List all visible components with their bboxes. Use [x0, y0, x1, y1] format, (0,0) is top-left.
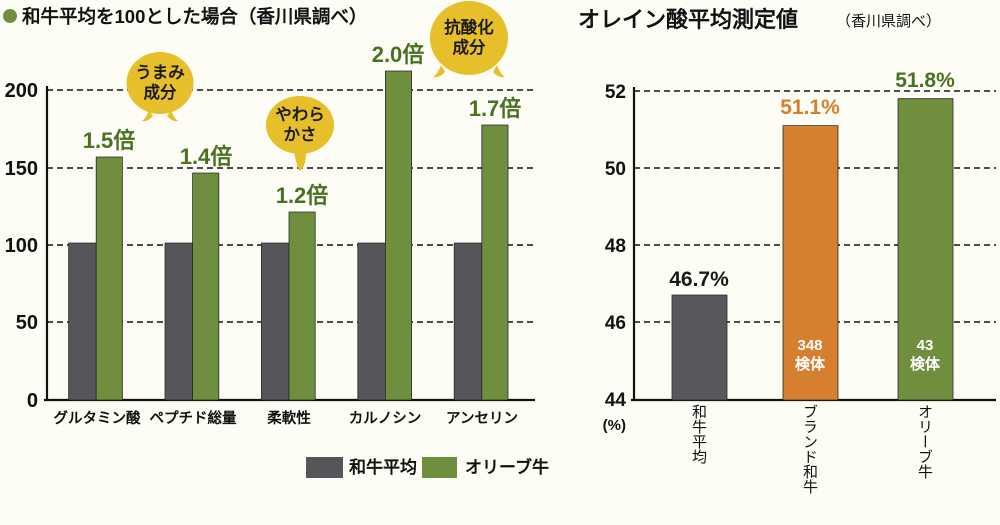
svg-text:52: 52 [605, 82, 626, 103]
svg-text:（香川県調べ）: （香川県調べ） [836, 13, 941, 30]
svg-text:抗酸化: 抗酸化 [444, 17, 494, 37]
svg-text:やわら: やわら [275, 105, 325, 124]
svg-text:(%): (%) [603, 417, 626, 434]
svg-text:2.0倍: 2.0倍 [372, 42, 425, 67]
svg-text:348: 348 [797, 337, 822, 354]
svg-text:オレイン酸平均測定値: オレイン酸平均測定値 [578, 7, 798, 32]
svg-text:オリーブ牛: オリーブ牛 [465, 457, 549, 477]
svg-text:かさ: かさ [284, 125, 317, 144]
svg-text:成分: 成分 [144, 82, 178, 102]
svg-text:アンセリン: アンセリン [446, 410, 518, 427]
svg-text:成分: 成分 [453, 37, 487, 57]
svg-text:柔軟性: 柔軟性 [267, 409, 311, 427]
svg-text:カルノシン: カルノシン [349, 410, 422, 427]
svg-text:うまみ: うまみ [135, 63, 185, 82]
svg-text:51.1%: 51.1% [780, 96, 840, 119]
svg-text:ペプチド総量: ペプチド総量 [150, 409, 237, 427]
svg-text:検体: 検体 [910, 355, 941, 373]
svg-text:100: 100 [5, 235, 38, 257]
svg-text:1.4倍: 1.4倍 [180, 144, 233, 169]
svg-text:グルタミン酸: グルタミン酸 [54, 409, 141, 427]
svg-text:検体: 検体 [795, 355, 826, 373]
svg-text:51.8%: 51.8% [895, 69, 955, 92]
svg-text:46.7%: 46.7% [669, 268, 729, 291]
svg-text:43: 43 [917, 337, 934, 354]
svg-text:1.2倍: 1.2倍 [276, 183, 329, 208]
svg-text:150: 150 [5, 158, 38, 180]
svg-text:46: 46 [605, 313, 626, 334]
svg-text:50: 50 [16, 312, 38, 334]
svg-text:44: 44 [605, 390, 627, 411]
svg-text:48: 48 [605, 236, 626, 257]
svg-text:50: 50 [605, 159, 626, 180]
svg-text:1.5倍: 1.5倍 [83, 128, 136, 153]
svg-text:1.7倍: 1.7倍 [469, 96, 522, 121]
svg-text:200: 200 [5, 80, 38, 102]
svg-text:和牛平均: 和牛平均 [349, 457, 417, 477]
svg-text:和牛平均を100とした場合（香川県調べ）: 和牛平均を100とした場合（香川県調べ） [22, 6, 367, 27]
svg-text:0: 0 [27, 390, 38, 412]
